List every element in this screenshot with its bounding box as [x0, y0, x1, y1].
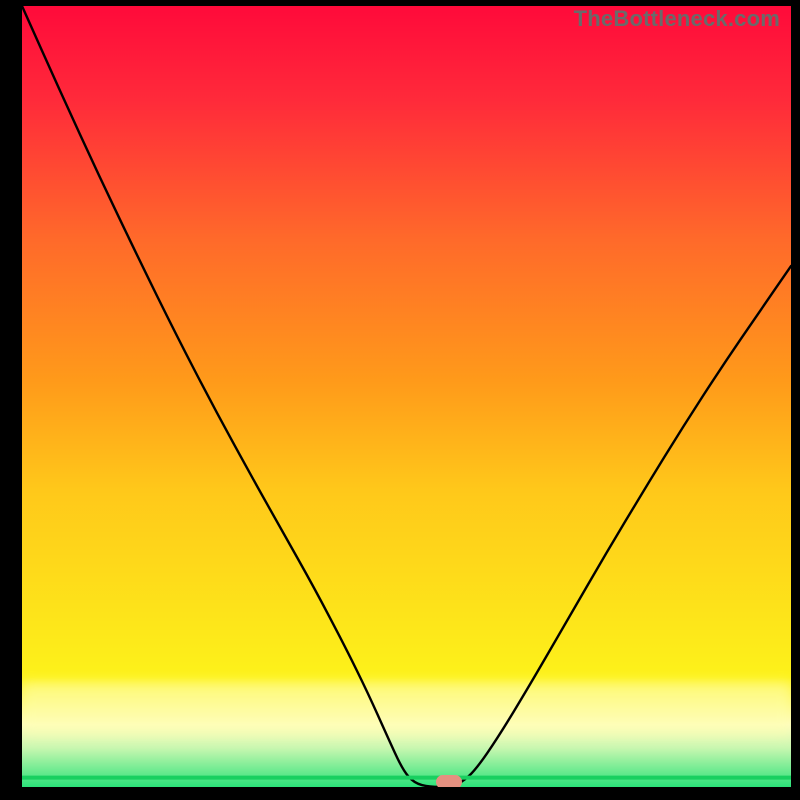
watermark-text: TheBottleneck.com: [574, 6, 780, 32]
pale-glow-band: [22, 682, 791, 737]
chart-border-bottom: [0, 787, 800, 800]
chart-border-left: [0, 0, 22, 800]
bottleneck-chart: TheBottleneck.com: [0, 0, 800, 800]
gradient-background: [22, 6, 791, 787]
chart-border-right: [791, 0, 800, 800]
